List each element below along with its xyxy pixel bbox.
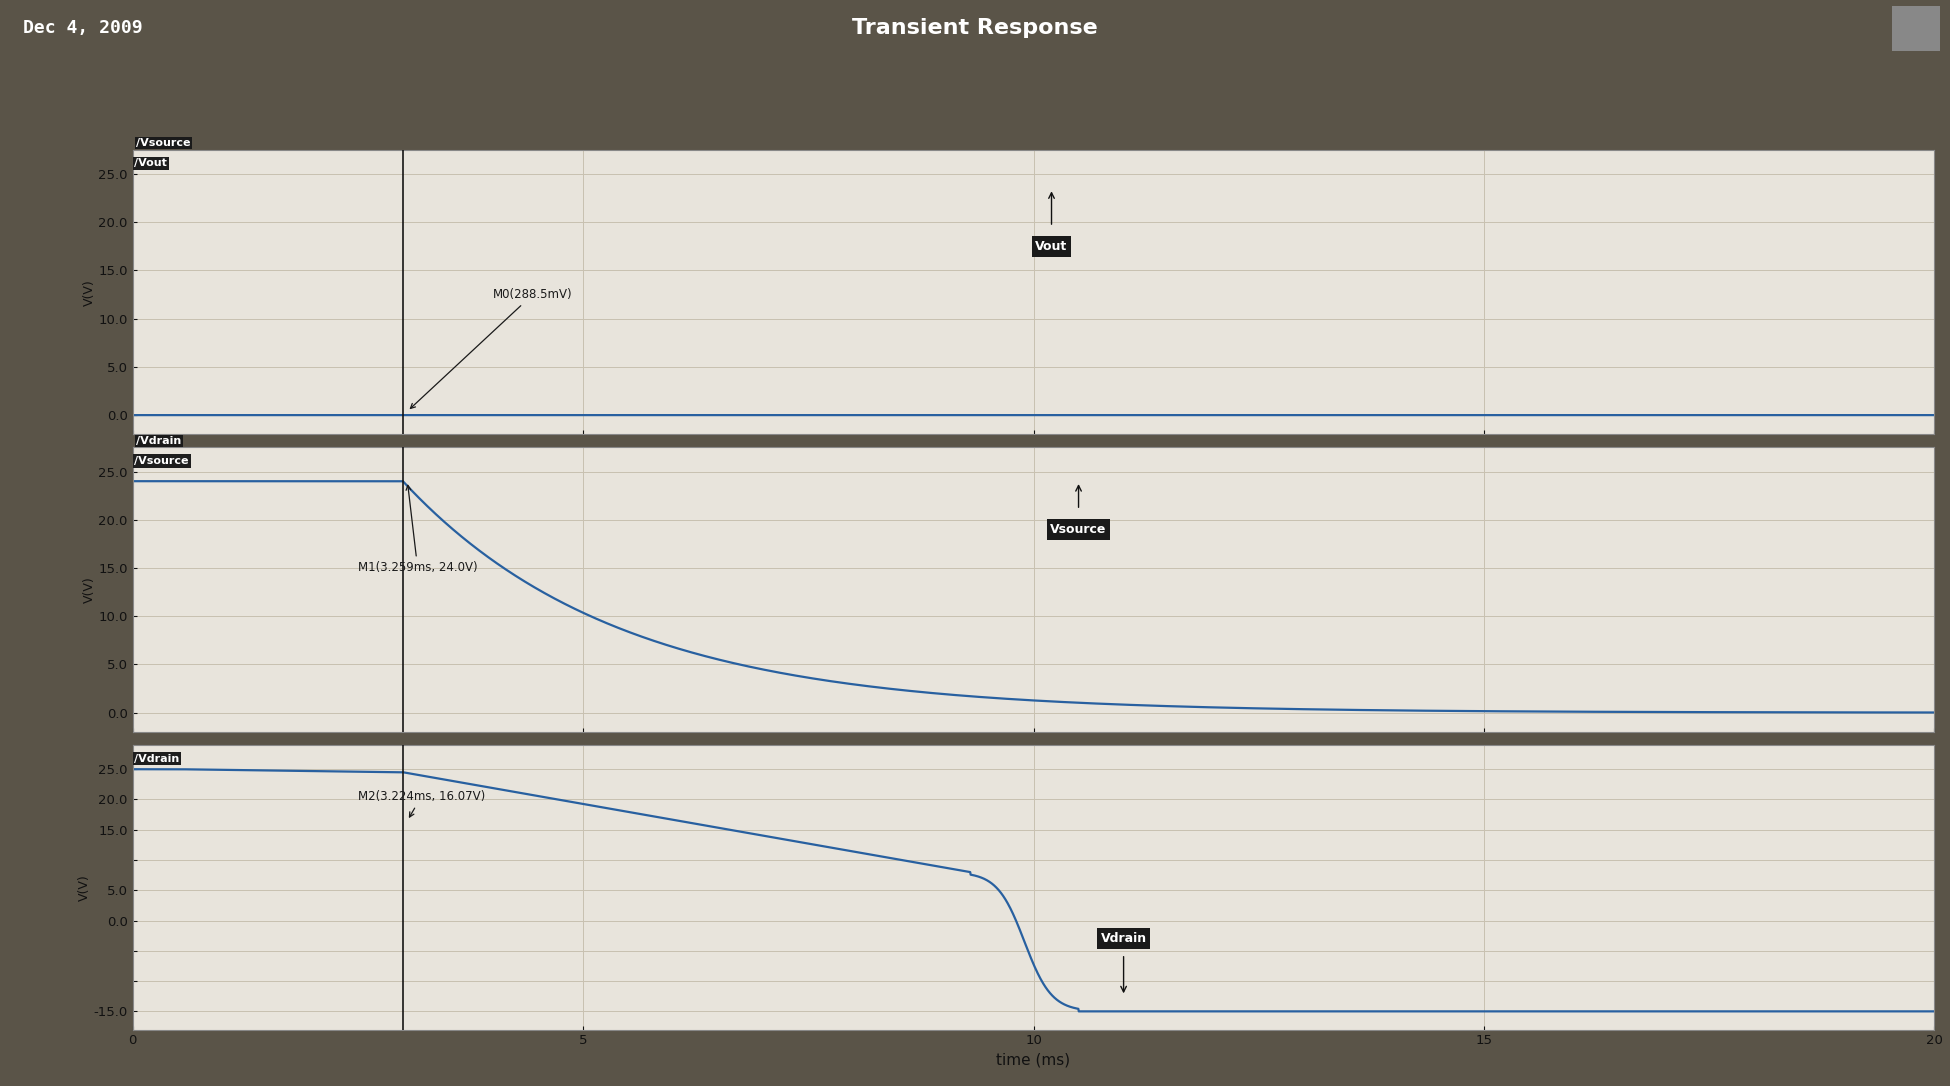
- Text: M0(288.5mV): M0(288.5mV): [410, 288, 573, 408]
- Text: Vout: Vout: [1035, 240, 1069, 253]
- Text: Transient Response: Transient Response: [852, 18, 1098, 38]
- Text: Vsource: Vsource: [1051, 523, 1108, 535]
- Text: /Vout: /Vout: [135, 159, 168, 168]
- Text: /Vsource: /Vsource: [136, 138, 191, 149]
- Text: /Vout: /Vout: [135, 159, 168, 168]
- Text: Dec 4, 2009: Dec 4, 2009: [23, 20, 142, 37]
- Text: /Vsource: /Vsource: [135, 456, 189, 466]
- Text: M1(3.259ms, 24.0V): M1(3.259ms, 24.0V): [359, 485, 478, 574]
- Text: /Vdrain: /Vdrain: [135, 754, 179, 763]
- Y-axis label: V(V): V(V): [82, 577, 96, 603]
- Text: Vdrain: Vdrain: [1100, 932, 1147, 945]
- X-axis label: time (ms): time (ms): [996, 1053, 1071, 1068]
- Bar: [1892, 5, 1940, 51]
- Y-axis label: V(V): V(V): [78, 874, 92, 900]
- Text: /Vdrain: /Vdrain: [136, 435, 181, 446]
- Y-axis label: V(V): V(V): [82, 279, 96, 305]
- Text: M2(3.224ms, 16.07V): M2(3.224ms, 16.07V): [359, 790, 486, 817]
